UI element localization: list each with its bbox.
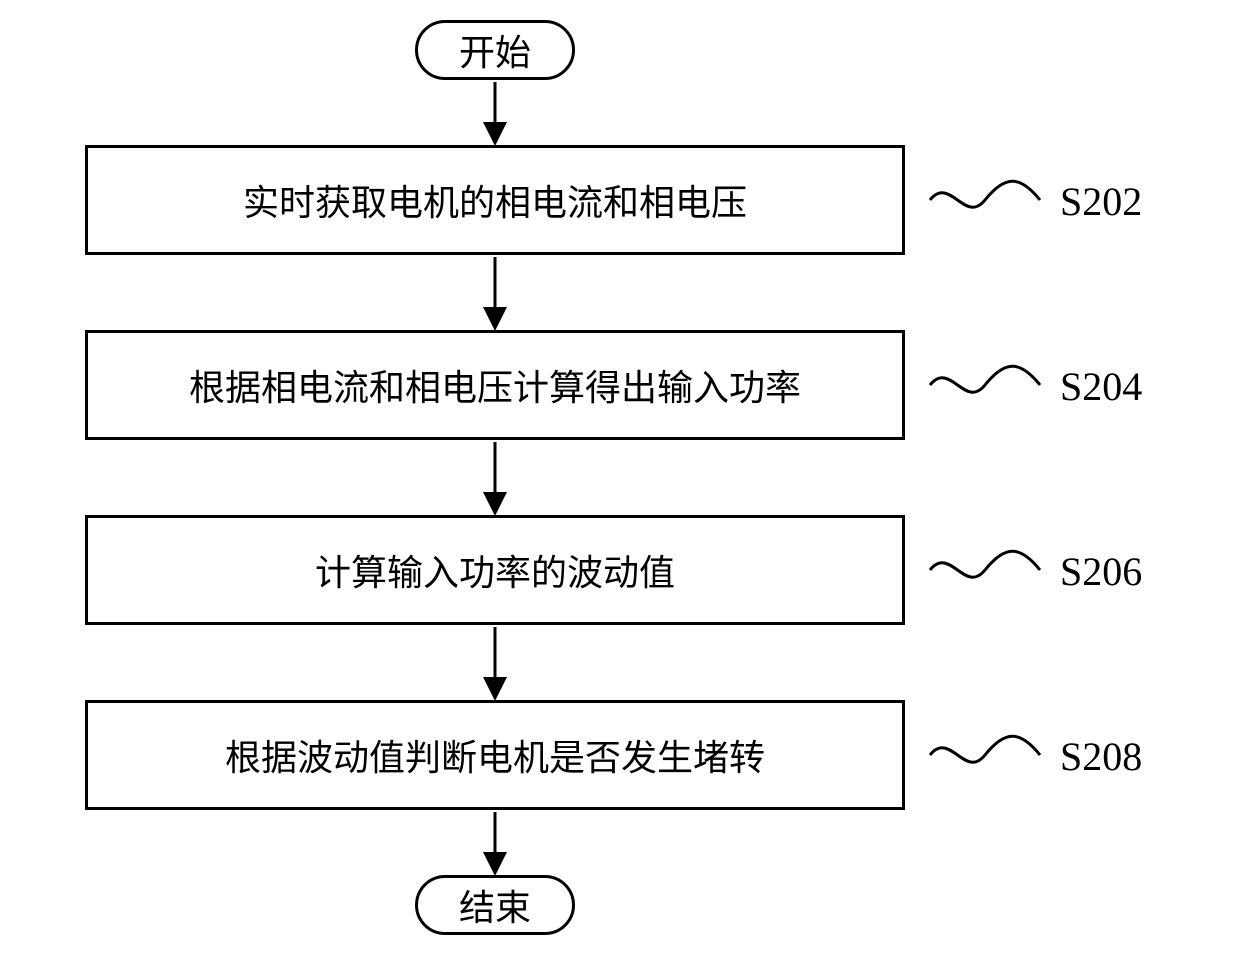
- process-s204-text: 根据相电流和相电压计算得出输入功率: [189, 359, 801, 411]
- step-label-s206-text: S206: [1060, 549, 1142, 594]
- start-label: 开始: [459, 24, 531, 76]
- step-label-s206: S206: [1060, 548, 1142, 595]
- step-label-s202-text: S202: [1060, 179, 1142, 224]
- step-label-s208-text: S208: [1060, 734, 1142, 779]
- process-s206: 计算输入功率的波动值: [85, 515, 905, 625]
- start-node: 开始: [415, 20, 575, 80]
- squiggle-s206: [930, 551, 1040, 577]
- process-s202-text: 实时获取电机的相电流和相电压: [243, 174, 747, 226]
- end-label: 结束: [459, 879, 531, 931]
- flowchart-canvas: 开始 实时获取电机的相电流和相电压 根据相电流和相电压计算得出输入功率 计算输入…: [0, 0, 1240, 975]
- squiggle-s204: [930, 366, 1040, 392]
- step-label-s204: S204: [1060, 363, 1142, 410]
- step-label-s202: S202: [1060, 178, 1142, 225]
- process-s202: 实时获取电机的相电流和相电压: [85, 145, 905, 255]
- step-label-s204-text: S204: [1060, 364, 1142, 409]
- process-s206-text: 计算输入功率的波动值: [315, 544, 675, 596]
- end-node: 结束: [415, 875, 575, 935]
- step-label-s208: S208: [1060, 733, 1142, 780]
- process-s208: 根据波动值判断电机是否发生堵转: [85, 700, 905, 810]
- squiggle-s208: [930, 736, 1040, 762]
- squiggle-s202: [930, 181, 1040, 207]
- process-s208-text: 根据波动值判断电机是否发生堵转: [225, 729, 765, 781]
- process-s204: 根据相电流和相电压计算得出输入功率: [85, 330, 905, 440]
